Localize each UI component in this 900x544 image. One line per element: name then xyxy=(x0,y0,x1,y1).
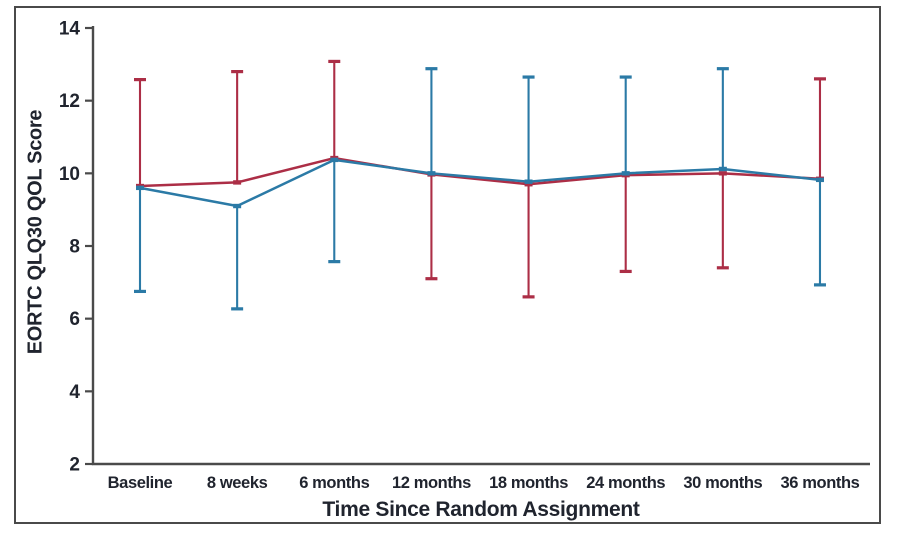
y-tick-label: 2 xyxy=(69,455,80,476)
series-line-red xyxy=(139,156,821,188)
figure-border xyxy=(14,6,881,524)
x-axis-title: Time Since Random Assignment xyxy=(322,498,640,521)
x-tick-label: Baseline xyxy=(108,474,173,492)
y-tick-label: 12 xyxy=(59,91,80,112)
series-line-blue xyxy=(139,158,821,208)
x-tick-label: 36 months xyxy=(781,474,860,492)
y-axis-title: EORTC QLQ30 QOL Score xyxy=(24,109,47,355)
y-tick-label: 10 xyxy=(59,164,80,185)
x-tick-label: 18 months xyxy=(489,474,568,492)
data-point-blue xyxy=(233,203,242,209)
data-point-blue xyxy=(815,177,824,183)
axis-spine xyxy=(91,26,870,466)
x-tick-label: 8 weeks xyxy=(207,474,268,492)
data-point-red xyxy=(233,180,242,185)
data-point-blue xyxy=(136,185,144,191)
data-point-red xyxy=(718,171,727,176)
x-tick-label: 30 months xyxy=(683,474,762,492)
data-point-blue xyxy=(621,171,630,176)
x-tick-label: 24 months xyxy=(586,474,665,492)
data-point-blue xyxy=(524,179,533,184)
x-tick-label: 6 months xyxy=(299,474,369,492)
y-tick-label: 8 xyxy=(69,237,80,258)
data-point-blue xyxy=(330,157,339,163)
y-tick-label: 6 xyxy=(69,309,80,330)
y-tick-label: 4 xyxy=(69,382,80,403)
data-point-blue xyxy=(427,171,436,176)
data-point-red xyxy=(524,182,533,187)
y-tick-label: 14 xyxy=(59,19,81,40)
data-point-blue xyxy=(718,166,727,172)
x-tick-label: 12 months xyxy=(392,474,471,492)
